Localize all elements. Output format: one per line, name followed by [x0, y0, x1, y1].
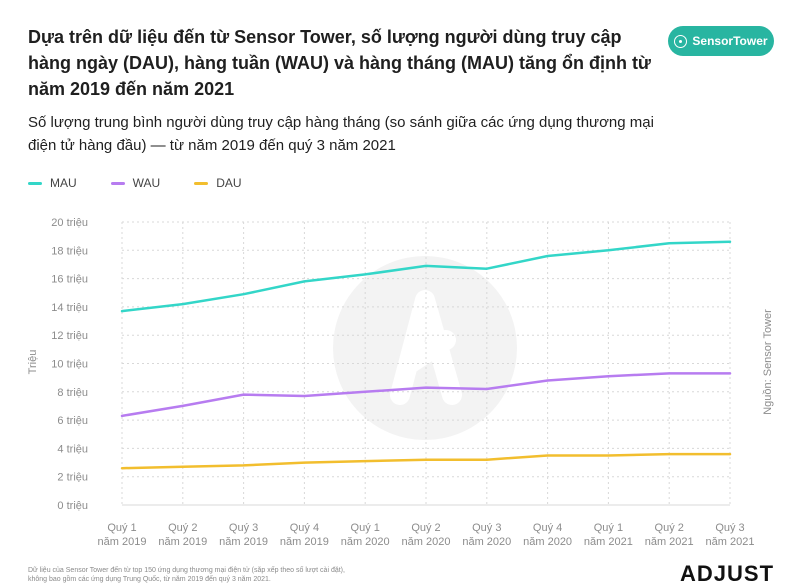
- y-axis-ticks: 0 triệu 2 triệu 4 triệu 6 triệu 8 triệu 10 tr…: [51, 217, 88, 512]
- x-tick-quarter: Quý 2: [168, 522, 197, 534]
- y-tick-label: 14 triệu: [51, 302, 88, 314]
- legend-swatch-wau: [110, 181, 125, 185]
- y-tick-label: 16 triệu: [51, 274, 88, 286]
- page-title: Dựa trên dữ liệu đến từ Sensor Tower, số…: [28, 27, 651, 99]
- x-tick-year: năm 2020: [341, 536, 390, 548]
- source-label: Nguồn: Sensor Tower: [762, 309, 774, 415]
- x-tick-year: năm 2020: [402, 536, 451, 548]
- x-tick-quarter: Quý 2: [655, 522, 684, 534]
- legend-swatch-dau: [194, 181, 209, 185]
- legend-item-wau: WAU: [110, 176, 161, 190]
- watermark-logo: [333, 256, 517, 440]
- y-tick-label: 20 triệu: [51, 217, 88, 229]
- x-tick-year: năm 2021: [645, 536, 694, 548]
- y-tick-label: 6 triệu: [57, 415, 88, 427]
- legend-item-dau: DAU: [194, 176, 242, 190]
- sensor-tower-icon: [674, 34, 688, 48]
- y-tick-label: 2 triệu: [57, 472, 88, 484]
- x-tick-quarter: Quý 2: [411, 522, 440, 534]
- y-tick-label: 12 triệu: [51, 330, 88, 342]
- x-tick-year: năm 2021: [584, 536, 633, 548]
- x-tick-quarter: Quý 1: [594, 522, 623, 534]
- x-tick-year: năm 2020: [523, 536, 572, 548]
- legend-label-wau: WAU: [132, 176, 161, 190]
- legend-label-dau: DAU: [216, 176, 242, 190]
- sensor-tower-badge: SensorTower: [668, 26, 774, 56]
- x-axis-ticks: Quý 1 năm 2019 Quý 2 năm 2019 Quý 3 năm 2019 Q…: [98, 522, 755, 548]
- x-tick-quarter: Quý 3: [472, 522, 501, 534]
- y-tick-label: 0 triệu: [57, 500, 88, 512]
- grid-lines: [121, 221, 731, 506]
- x-tick-quarter: Quý 3: [715, 522, 744, 534]
- chart-subtitle: Số lượng trung bình người dùng truy cập …: [28, 114, 654, 154]
- legend-swatch-mau: [28, 181, 42, 185]
- x-tick-year: năm 2019: [280, 536, 329, 548]
- series-line-dau: [120, 452, 732, 470]
- series-line-mau: [120, 240, 732, 313]
- x-tick-quarter: Quý 4: [290, 522, 319, 534]
- x-tick-year: năm 2019: [219, 536, 268, 548]
- y-tick-label: 8 triệu: [57, 387, 88, 399]
- legend-label-mau: MAU: [50, 176, 77, 190]
- sensor-tower-label: SensorTower: [692, 34, 768, 48]
- x-tick-quarter: Quý 1: [107, 522, 136, 534]
- adjust-logo: ADJUST: [680, 561, 775, 586]
- x-tick-quarter: Quý 4: [533, 522, 562, 534]
- y-tick-label: 4 triệu: [57, 443, 88, 455]
- y-axis-label: Triệu: [27, 350, 39, 375]
- legend-item-mau: MAU: [28, 176, 77, 190]
- y-tick-label: 18 triệu: [51, 245, 88, 257]
- series-line-wau: [120, 372, 732, 418]
- chart-legend: MAU WAU DAU: [28, 176, 242, 190]
- x-tick-year: năm 2020: [462, 536, 511, 548]
- y-tick-label: 10 triệu: [51, 359, 88, 371]
- x-tick-quarter: Quý 3: [229, 522, 258, 534]
- series-lines: [120, 240, 732, 470]
- x-tick-quarter: Quý 1: [351, 522, 380, 534]
- x-tick-year: năm 2019: [158, 536, 207, 548]
- footnote-line-1: Dữ liệu của Sensor Tower đến từ top 150 …: [28, 567, 345, 574]
- x-tick-year: năm 2019: [98, 536, 147, 548]
- x-tick-year: năm 2021: [706, 536, 755, 548]
